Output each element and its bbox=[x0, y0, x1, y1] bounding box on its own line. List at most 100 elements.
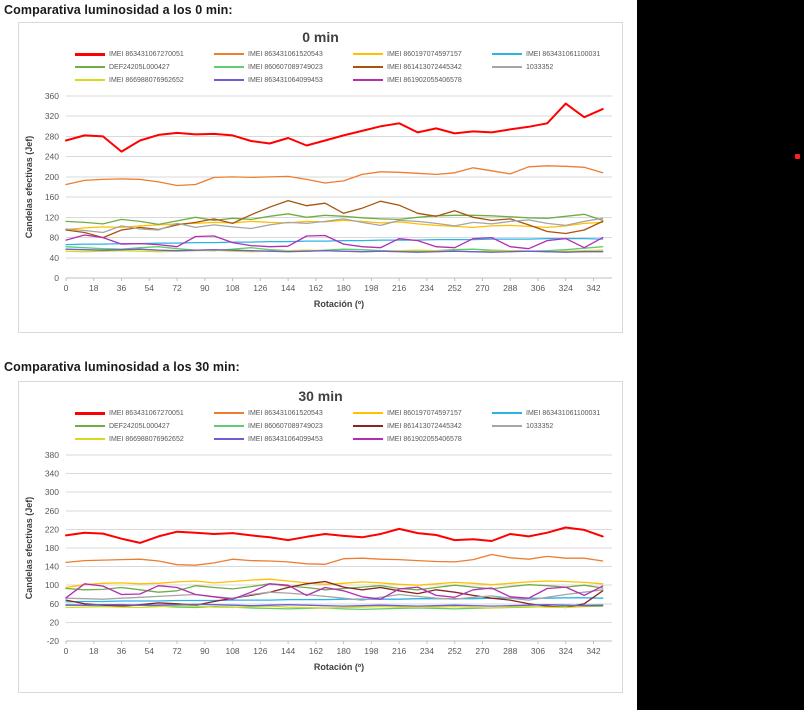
legend-label: IMEI 861902055406578 bbox=[387, 76, 462, 84]
x-tick-label: 54 bbox=[145, 283, 155, 293]
x-tick-label: 162 bbox=[309, 283, 323, 293]
y-tick-label: 240 bbox=[45, 152, 59, 162]
legend-swatch bbox=[353, 438, 383, 440]
x-tick-label: 72 bbox=[172, 646, 182, 656]
y-tick-label: 100 bbox=[45, 580, 59, 590]
series-line bbox=[65, 248, 604, 253]
x-tick-label: 108 bbox=[225, 283, 239, 293]
series-line bbox=[65, 102, 604, 153]
legend-item: IMEI 863431067270051 bbox=[75, 48, 214, 60]
legend-label: DEF24205L000427 bbox=[109, 422, 170, 430]
x-tick-label: 144 bbox=[281, 283, 295, 293]
legend-item: IMEI 861413072445342 bbox=[353, 61, 492, 73]
legend-item: IMEI 863431064099453 bbox=[214, 433, 353, 445]
x-tick-label: 306 bbox=[531, 283, 545, 293]
y-axis-title: Candelas efectivas (Jef) bbox=[24, 136, 34, 239]
legend-label: IMEI 866988076962652 bbox=[109, 435, 184, 443]
legend-swatch bbox=[353, 412, 383, 414]
x-tick-label: 108 bbox=[225, 646, 239, 656]
document-content: Comparativa luminosidad a los 0 min: 0 m… bbox=[4, 3, 623, 693]
x-tick-label: 198 bbox=[364, 283, 378, 293]
legend-label: IMEI 863431067270051 bbox=[109, 50, 184, 58]
x-tick-label: 36 bbox=[117, 646, 127, 656]
legend-label: IMEI 863431061100031 bbox=[526, 409, 601, 417]
x-tick-label: 72 bbox=[172, 283, 182, 293]
x-tick-label: 234 bbox=[420, 283, 434, 293]
section-heading-30min: Comparativa luminosidad a los 30 min: bbox=[4, 360, 240, 374]
section-heading-0min: Comparativa luminosidad a los 0 min: bbox=[4, 3, 233, 17]
chart-legend: IMEI 863431067270051 IMEI 863431061520543… bbox=[75, 48, 616, 86]
legend-label: IMEI 860607089749023 bbox=[248, 422, 323, 430]
y-tick-label: 320 bbox=[45, 111, 59, 121]
x-tick-label: 324 bbox=[559, 283, 573, 293]
x-tick-label: 126 bbox=[253, 283, 267, 293]
x-axis-title: Rotación (º) bbox=[314, 662, 364, 672]
legend-item: IMEI 863431061100031 bbox=[492, 48, 616, 60]
y-tick-label: 260 bbox=[45, 506, 59, 516]
series-line bbox=[65, 199, 604, 239]
legend-swatch bbox=[492, 425, 522, 427]
series-line bbox=[65, 553, 604, 566]
y-tick-label: 60 bbox=[50, 599, 60, 609]
legend-label: IMEI 860197074597157 bbox=[387, 50, 462, 58]
x-tick-label: 18 bbox=[89, 283, 99, 293]
series-line bbox=[65, 589, 604, 601]
chart-plot: -20 20 60 100 140 180 220 260 300 340 380 0 18 36 54 72… bbox=[24, 450, 612, 672]
legend-label: IMEI 863431064099453 bbox=[248, 435, 323, 443]
series-line bbox=[65, 605, 604, 609]
legend-item: IMEI 863431061520543 bbox=[214, 407, 353, 419]
y-axis-title: Candelas efectivas (Jef) bbox=[24, 497, 34, 600]
legend-label: IMEI 866988076962652 bbox=[109, 76, 184, 84]
x-tick-label: 54 bbox=[145, 646, 155, 656]
x-tick-label: 342 bbox=[586, 283, 600, 293]
legend-swatch bbox=[492, 412, 522, 414]
legend-swatch bbox=[214, 79, 244, 81]
chart-title: 30 min bbox=[298, 388, 343, 404]
x-tick-label: 306 bbox=[531, 646, 545, 656]
legend-item: 1033352 bbox=[492, 61, 616, 73]
legend-item: IMEI 861902055406578 bbox=[353, 433, 492, 445]
chart-legend: IMEI 863431067270051 IMEI 863431061520543… bbox=[75, 407, 616, 445]
chart-title: 0 min bbox=[302, 29, 339, 45]
series-line bbox=[65, 237, 604, 246]
legend-label: IMEI 860197074597157 bbox=[387, 409, 462, 417]
legend-item: IMEI 861902055406578 bbox=[353, 74, 492, 86]
x-tick-label: 126 bbox=[253, 646, 267, 656]
x-tick-label: 180 bbox=[337, 283, 351, 293]
chart-0min[interactable]: 0 min IMEI 863431067270051 IMEI 863431061… bbox=[18, 22, 623, 333]
x-tick-label: 324 bbox=[559, 646, 573, 656]
chart-30min[interactable]: 30 min IMEI 863431067270051 IMEI 86343106… bbox=[18, 381, 623, 693]
series-line bbox=[65, 526, 604, 544]
legend-swatch bbox=[75, 52, 105, 56]
legend-item: IMEI 863431067270051 bbox=[75, 407, 214, 419]
legend-item: DEF24205L000427 bbox=[75, 61, 214, 73]
legend-item: IMEI 863431061100031 bbox=[492, 407, 616, 419]
legend-item: IMEI 860607089749023 bbox=[214, 61, 353, 73]
x-tick-label: 90 bbox=[200, 646, 210, 656]
x-tick-label: 198 bbox=[364, 646, 378, 656]
legend-label: 1033352 bbox=[526, 422, 554, 430]
x-tick-label: 90 bbox=[200, 283, 210, 293]
legend-swatch bbox=[214, 425, 244, 427]
legend-item: IMEI 863431061520543 bbox=[214, 48, 353, 60]
legend-swatch bbox=[75, 79, 105, 81]
x-axis-title: Rotación (º) bbox=[314, 299, 364, 309]
legend-item: IMEI 861413072445342 bbox=[353, 420, 492, 432]
x-tick-label: 216 bbox=[392, 646, 406, 656]
chart-plot: 0 40 80 120 160 200 240 280 320 360 0 18 36 54 72 90 108… bbox=[24, 91, 612, 309]
legend-swatch bbox=[353, 53, 383, 55]
legend-swatch bbox=[214, 438, 244, 440]
series-line bbox=[65, 219, 604, 231]
x-tick-label: 180 bbox=[337, 646, 351, 656]
legend-label: IMEI 860607089749023 bbox=[248, 63, 323, 71]
legend-item: IMEI 860197074597157 bbox=[353, 48, 492, 60]
series-line bbox=[65, 583, 604, 600]
legend-swatch bbox=[75, 411, 105, 415]
series-line bbox=[65, 165, 604, 187]
series-line bbox=[65, 580, 604, 609]
y-tick-label: 80 bbox=[50, 233, 60, 243]
series-line bbox=[65, 213, 604, 226]
x-tick-label: 234 bbox=[420, 646, 434, 656]
legend-swatch bbox=[214, 412, 244, 414]
legend-swatch bbox=[214, 66, 244, 68]
